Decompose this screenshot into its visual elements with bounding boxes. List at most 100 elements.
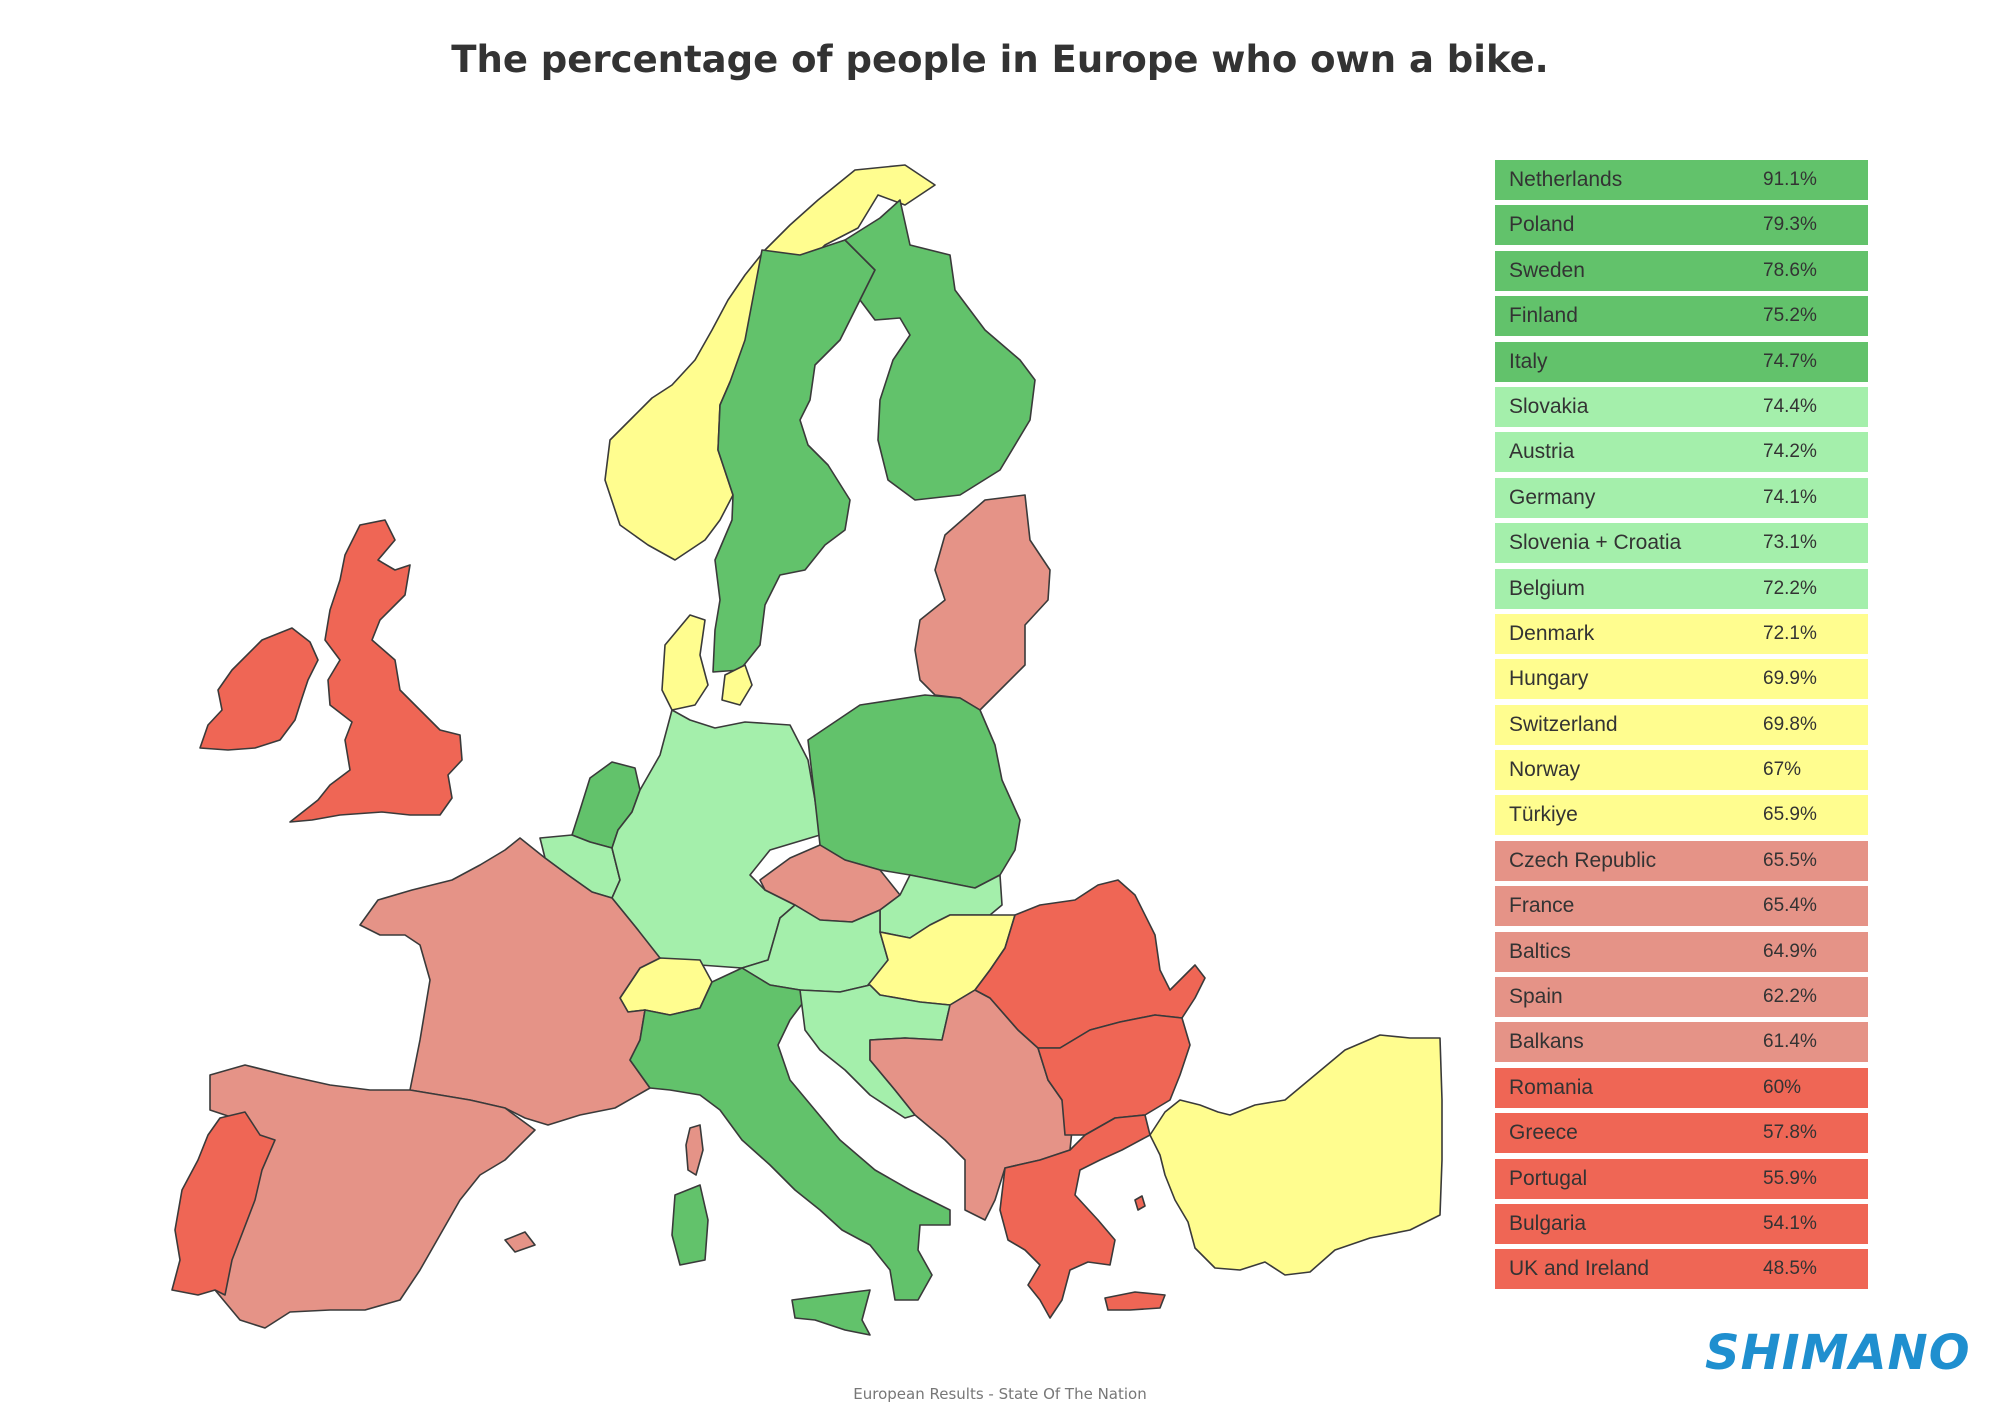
legend-row: Portugal 55.9%	[1495, 1158, 1868, 1199]
legend-country-name: UK and Ireland	[1509, 1257, 1650, 1281]
legend-percentage: 74.2%	[1763, 441, 1817, 463]
region-sardinia	[671, 1184, 709, 1266]
region-romania	[974, 879, 1206, 1049]
region-corsica	[685, 1124, 704, 1176]
legend-country-name: Slovenia + Croatia	[1509, 531, 1682, 555]
map-title: The percentage of people in Europe who o…	[451, 38, 1549, 81]
legend-row: Slovakia 74.4%	[1495, 386, 1868, 427]
region-italy	[629, 967, 951, 1301]
legend-row: Poland 79.3%	[1495, 205, 1868, 246]
region-denmark	[661, 614, 709, 711]
legend-country-name: Switzerland	[1509, 712, 1618, 736]
legend-row: Denmark 72.1%	[1495, 613, 1868, 654]
legend-country-name: Italy	[1509, 349, 1548, 373]
legend-percentage: 65.5%	[1763, 849, 1817, 871]
legend-row: Norway 67%	[1495, 750, 1868, 791]
legend-row: Balkans 61.4%	[1495, 1022, 1868, 1063]
legend-country-name: Sweden	[1509, 258, 1585, 282]
legend-country-name: Baltics	[1509, 939, 1571, 963]
legend-country-name: Belgium	[1509, 576, 1585, 600]
region-turkiye	[1149, 1034, 1443, 1276]
legend-row: Italy 74.7%	[1495, 341, 1868, 382]
legend-country-name: Netherlands	[1509, 168, 1623, 191]
legend-country-name: Slovakia	[1509, 394, 1589, 418]
legend-row: Greece 57.8%	[1495, 1113, 1868, 1154]
region-bulgaria	[1037, 1014, 1191, 1136]
legend-percentage: 75.2%	[1763, 305, 1817, 327]
legend-percentage: 54.1%	[1763, 1212, 1817, 1234]
legend-percentage: 73.1%	[1763, 532, 1817, 554]
legend-row: Spain 62.2%	[1495, 977, 1868, 1018]
legend-percentage: 65.9%	[1763, 804, 1817, 826]
legend-percentage: 79.3%	[1763, 214, 1817, 236]
shimano-logo: SHIMANO	[1705, 1325, 1971, 1381]
legend-country-name: Austria	[1509, 440, 1575, 464]
legend-row: Slovenia + Croatia 73.1%	[1495, 523, 1868, 564]
legend-percentage: 57.8%	[1763, 1122, 1817, 1144]
legend-country-name: Balkans	[1509, 1030, 1584, 1054]
legend-percentage: 91.1%	[1763, 169, 1817, 190]
legend-country-name: Greece	[1509, 1121, 1578, 1145]
region-spain	[209, 1064, 536, 1329]
legend-percentage: 69.8%	[1763, 713, 1817, 735]
region-balearics	[504, 1231, 536, 1253]
region-greece	[999, 1114, 1151, 1319]
legend-country-name: Spain	[1509, 985, 1563, 1009]
region-finland	[844, 199, 1036, 501]
region-portugal	[171, 1111, 276, 1296]
legend-percentage: 74.4%	[1763, 395, 1817, 417]
legend-row: Baltics 64.9%	[1495, 931, 1868, 972]
legend-country-name: Türkiye	[1509, 803, 1578, 827]
legend-row: Germany 74.1%	[1495, 477, 1868, 518]
legend-country-name: Norway	[1509, 758, 1581, 782]
legend-country-name: France	[1509, 894, 1575, 918]
legend-row: Bulgaria 54.1%	[1495, 1203, 1868, 1244]
legend-country-name: Portugal	[1509, 1166, 1588, 1190]
region-ireland	[199, 627, 319, 751]
legend-percentage: 69.9%	[1763, 668, 1817, 690]
legend-percentage: 55.9%	[1763, 1167, 1817, 1189]
region-sweden	[712, 239, 876, 673]
legend-row: Czech Republic 65.5%	[1495, 840, 1868, 881]
legend: Netherlands 91.1% Poland 79.3% Sweden 78.6% Fi…	[1495, 160, 1868, 1295]
legend-row: Belgium 72.2%	[1495, 568, 1868, 609]
legend-country-name: Bulgaria	[1509, 1211, 1587, 1235]
legend-country-name: Romania	[1509, 1075, 1594, 1099]
footer-caption: European Results - State Of The Nation	[853, 1385, 1147, 1403]
legend-row: Netherlands 91.1%	[1495, 160, 1868, 200]
legend-country-name: Czech Republic	[1509, 848, 1657, 872]
legend-percentage: 60%	[1763, 1076, 1802, 1098]
legend-percentage: 74.7%	[1763, 350, 1817, 372]
legend-percentage: 48.5%	[1763, 1258, 1817, 1280]
legend-percentage: 65.4%	[1763, 895, 1817, 917]
legend-percentage: 78.6%	[1763, 259, 1817, 281]
region-france	[359, 837, 661, 1126]
legend-country-name: Hungary	[1509, 667, 1589, 691]
legend-percentage: 61.4%	[1763, 1031, 1817, 1053]
region-crete	[1104, 1291, 1166, 1311]
region-norway	[604, 164, 936, 561]
region-denmark-islands	[721, 664, 753, 706]
legend-percentage: 67%	[1763, 759, 1802, 781]
legend-country-name: Poland	[1509, 213, 1575, 237]
legend-percentage: 74.1%	[1763, 486, 1817, 508]
region-baltics	[914, 494, 1051, 711]
legend-row: Austria 74.2%	[1495, 432, 1868, 473]
region-uk	[289, 519, 463, 823]
legend-country-name: Finland	[1509, 304, 1578, 328]
legend-percentage: 62.2%	[1763, 986, 1817, 1008]
legend-row: Switzerland 69.8%	[1495, 704, 1868, 745]
legend-percentage: 72.1%	[1763, 622, 1817, 644]
legend-country-name: Germany	[1509, 485, 1596, 509]
legend-row: UK and Ireland 48.5%	[1495, 1249, 1868, 1290]
legend-percentage: 64.9%	[1763, 940, 1817, 962]
legend-row: Finland 75.2%	[1495, 296, 1868, 337]
legend-row: Sweden 78.6%	[1495, 250, 1868, 291]
legend-row: Romania 60%	[1495, 1067, 1868, 1108]
region-sicily	[791, 1289, 871, 1336]
region-aegean-islands	[1134, 1195, 1146, 1211]
legend-country-name: Denmark	[1509, 621, 1595, 645]
legend-row: Türkiye 65.9%	[1495, 795, 1868, 836]
legend-percentage: 72.2%	[1763, 577, 1817, 599]
